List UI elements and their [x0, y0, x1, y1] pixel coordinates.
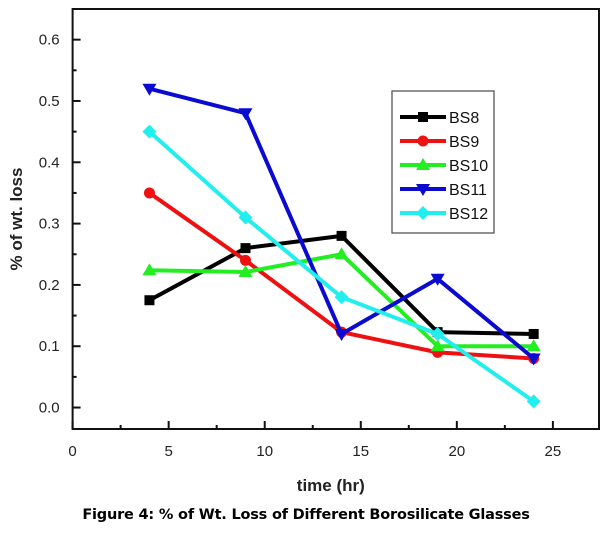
- legend-swatch-marker: [418, 112, 428, 122]
- data-point: [526, 339, 541, 352]
- line-chart: 0 5 10 15 20 250.00.10.20.30.40.50.6 BS8BS9BS…: [7, 8, 601, 495]
- legend-label: BS9: [449, 134, 479, 151]
- x-tick-label: 20: [448, 443, 465, 460]
- data-point: [526, 353, 541, 366]
- series-bs11: [142, 83, 541, 366]
- legend-item: BS11: [400, 182, 487, 199]
- x-tick-label: 10: [256, 443, 273, 460]
- y-tick-label: 0.5: [39, 93, 60, 110]
- data-point: [528, 328, 539, 339]
- figure-caption: Figure 4: % of Wt. Loss of Different Bor…: [82, 507, 530, 523]
- x-axis-title: time (hr): [297, 476, 365, 495]
- x-tick-label: 25: [545, 443, 562, 460]
- legend-swatch-marker: [417, 135, 429, 147]
- data-point: [142, 124, 157, 139]
- series-bs10: [142, 247, 541, 352]
- series-group: [142, 83, 541, 409]
- legend-swatch-marker: [416, 206, 430, 220]
- data-point: [238, 265, 253, 278]
- x-tick-label: 5: [164, 443, 172, 460]
- series-bs8: [144, 230, 539, 339]
- axes: 0 5 10 15 20 25 0.0 0.1 0.2 0.3 0.4 0.5 0.6: [39, 8, 601, 460]
- y-axis-title: % of wt. loss: [7, 168, 26, 271]
- y-tick-label: 0.6: [39, 32, 60, 49]
- plot-frame: [71, 8, 601, 430]
- legend-item: BS12: [400, 206, 488, 223]
- data-point: [238, 108, 253, 121]
- data-point: [430, 273, 445, 286]
- data-point: [430, 339, 445, 352]
- y-tick-label: 0.4: [39, 154, 60, 171]
- data-point: [238, 210, 253, 225]
- legend: BS8 BS9 BS10 BS11 BS12: [391, 90, 495, 234]
- legend-swatch-marker: [416, 158, 430, 170]
- legend-item: BS10: [400, 158, 488, 175]
- data-point: [526, 394, 541, 409]
- data-point: [334, 328, 349, 341]
- data-point: [336, 230, 347, 241]
- data-point: [144, 295, 155, 306]
- series-bs12: [142, 124, 541, 409]
- legend-item: BS9: [400, 134, 479, 151]
- data-point: [142, 263, 157, 276]
- legend-swatch-marker: [416, 184, 430, 196]
- data-point: [142, 83, 157, 96]
- x-tick-label: 0: [68, 443, 76, 460]
- data-point: [334, 290, 349, 305]
- data-point: [240, 243, 251, 254]
- legend-label: BS10: [449, 158, 488, 175]
- data-point: [334, 247, 349, 260]
- y-tick-label: 0.3: [39, 216, 60, 233]
- legend-box: [391, 90, 495, 234]
- legend-item: BS8: [400, 110, 479, 127]
- legend-label: BS8: [449, 110, 479, 127]
- data-point: [143, 187, 155, 199]
- legend-label: BS11: [449, 182, 487, 199]
- x-tick-label: 15: [352, 443, 369, 460]
- y-tick-label: 0.1: [39, 338, 60, 355]
- legend-label: BS12: [449, 206, 488, 223]
- y-tick-label: 0.0: [39, 400, 60, 417]
- data-point: [430, 326, 445, 341]
- y-tick-label: 0.2: [39, 277, 60, 294]
- data-point: [240, 254, 252, 266]
